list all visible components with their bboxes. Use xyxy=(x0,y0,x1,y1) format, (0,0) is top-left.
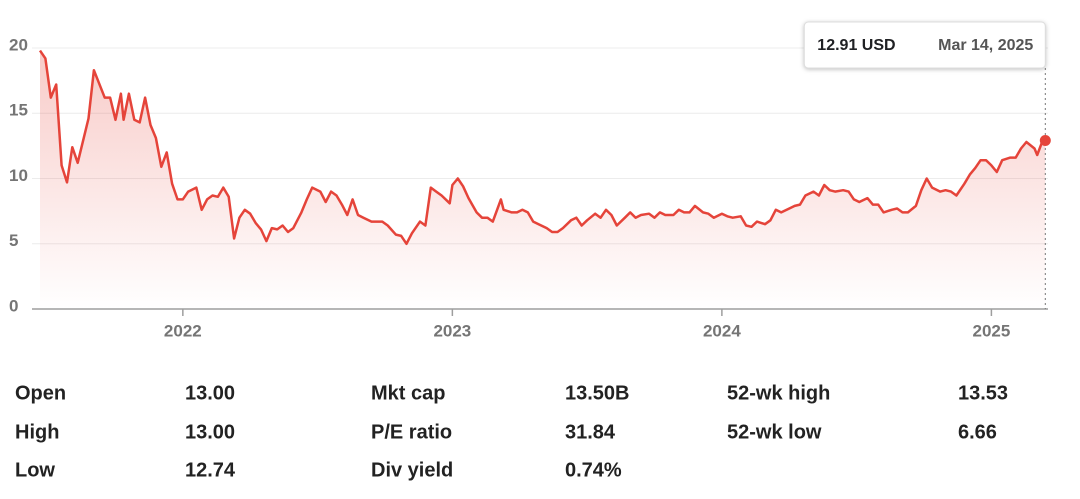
stat-value: 6.66 xyxy=(958,421,997,443)
stat-label: 52-wk high xyxy=(727,382,830,404)
tooltip-value: 12.91 USD xyxy=(817,37,895,54)
stat-label: Open xyxy=(15,382,66,404)
stat-value: 13.53 xyxy=(958,382,1008,404)
y-tick-label: 20 xyxy=(9,35,28,54)
stat-value: 13.00 xyxy=(185,382,235,404)
stat-label: High xyxy=(15,421,59,443)
stat-label: 52-wk low xyxy=(727,421,822,443)
stat-value: 0.74% xyxy=(565,459,622,481)
x-tick-label: 2025 xyxy=(972,321,1010,340)
stat-value: 12.74 xyxy=(185,459,236,481)
x-tick-label: 2022 xyxy=(164,321,202,340)
tooltip-date: Mar 14, 2025 xyxy=(938,37,1033,54)
stat-label: P/E ratio xyxy=(371,421,452,443)
x-tick-label: 2023 xyxy=(433,321,471,340)
y-tick-label: 15 xyxy=(9,101,28,120)
tooltip: 12.91 USD Mar 14, 2025 xyxy=(803,21,1046,69)
stat-value: 13.00 xyxy=(185,421,235,443)
stat-label: Mkt cap xyxy=(371,382,445,404)
x-tick-label: 2024 xyxy=(703,321,741,340)
tooltip-box xyxy=(803,21,1046,69)
stat-label: Low xyxy=(15,459,55,481)
y-tick-label: 5 xyxy=(9,231,18,250)
stat-value: 31.84 xyxy=(565,421,616,443)
y-tick-label: 10 xyxy=(9,166,28,185)
hover-dot xyxy=(1039,135,1051,147)
stat-label: Div yield xyxy=(371,459,453,481)
area-fill xyxy=(40,50,1046,309)
y-tick-label: 0 xyxy=(9,296,18,315)
price-line xyxy=(38,49,1046,246)
stat-value: 13.50B xyxy=(565,382,630,404)
